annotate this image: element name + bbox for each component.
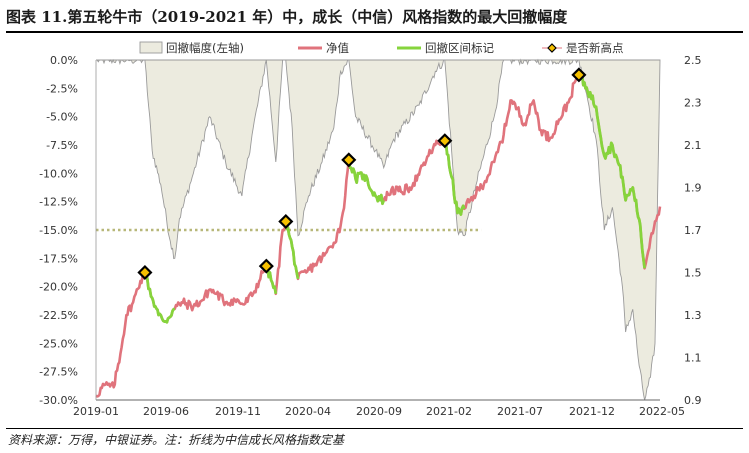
y-left-tick-label: -25.0% bbox=[39, 337, 78, 350]
new-high-marker bbox=[278, 213, 294, 230]
x-tick-label: 2020-09 bbox=[356, 405, 402, 418]
legend-label: 回撤区间标记 bbox=[425, 41, 494, 55]
y-left-tick-label: 0.0% bbox=[50, 54, 78, 67]
legend-swatch-drawdown bbox=[139, 41, 163, 54]
x-tick-label: 2021-02 bbox=[426, 405, 472, 418]
drawdown-mark-layer bbox=[144, 74, 646, 324]
drawdown-mark-segment bbox=[577, 74, 646, 269]
y-left-tick-label: -27.5% bbox=[39, 366, 78, 379]
source-note: 资料来源：万得，中银证券。注：折线为中信成长风格指数定基 bbox=[8, 433, 345, 447]
y-left-tick-label: -22.5% bbox=[39, 309, 78, 322]
drawdown-chart: 回撤幅度(左轴) 净值 回撤区间标记 是否新高点 0.0% -2.5% -5.0% -7.5… bbox=[39, 41, 701, 418]
y-left-tick-label: -2.5% bbox=[46, 82, 78, 95]
y-left-tick-label: -12.5% bbox=[39, 196, 78, 209]
y-left-tick-label: -20.0% bbox=[39, 281, 78, 294]
drawdown-mark-segment bbox=[347, 159, 386, 206]
drawdown-mark-segment bbox=[284, 221, 300, 280]
y-right-tick-label: 0.9 bbox=[684, 394, 702, 407]
new-high-marker bbox=[137, 264, 153, 281]
legend-swatch-high bbox=[547, 43, 557, 53]
y-right-tick-label: 1.7 bbox=[684, 224, 702, 237]
y-right-tick-label: 1.9 bbox=[684, 182, 702, 195]
y-left-tick-label: -7.5% bbox=[46, 139, 78, 152]
axes: 0.0% -2.5% -5.0% -7.5% -10.0% -12.5% -15.0% -17… bbox=[39, 54, 701, 418]
y-left-tick-label: -5.0% bbox=[46, 111, 78, 124]
title-underline bbox=[6, 31, 743, 33]
x-tick-label: 2021-07 bbox=[497, 405, 543, 418]
new-high-marker bbox=[341, 152, 357, 168]
y-right-tick-label: 1.5 bbox=[684, 267, 702, 280]
drawdown-area-layer bbox=[96, 58, 661, 401]
new-high-layer bbox=[137, 67, 587, 281]
x-tick-label: 2022-05 bbox=[639, 405, 685, 418]
drawdown-mark-segment bbox=[443, 140, 466, 216]
y-left-tick-label: -17.5% bbox=[39, 252, 78, 265]
y-right-tick-label: 1.3 bbox=[684, 309, 702, 322]
y-left-tick-label: -30.0% bbox=[39, 394, 78, 407]
y-left-tick-label: -10.0% bbox=[39, 167, 78, 180]
y-left-tick-label: -15.0% bbox=[39, 224, 78, 237]
x-tick-label: 2019-11 bbox=[215, 405, 261, 418]
y-right-tick-label: 2.5 bbox=[684, 54, 702, 67]
new-high-marker bbox=[258, 258, 274, 274]
new-high-marker bbox=[571, 67, 587, 83]
y-right-tick-label: 2.1 bbox=[684, 139, 702, 152]
x-tick-label: 2021-12 bbox=[569, 405, 615, 418]
drawdown-area bbox=[96, 58, 661, 401]
legend-label: 净值 bbox=[326, 41, 349, 55]
legend: 回撤幅度(左轴) 净值 回撤区间标记 是否新高点 bbox=[139, 41, 624, 55]
x-tick-label: 2019-06 bbox=[143, 405, 189, 418]
y-right-tick-label: 1.1 bbox=[684, 352, 702, 365]
new-high-marker bbox=[437, 133, 453, 149]
footer-rule bbox=[6, 428, 743, 429]
legend-label: 是否新高点 bbox=[566, 41, 624, 55]
legend-label: 回撤幅度(左轴) bbox=[166, 41, 244, 55]
y-right-tick-label: 2.3 bbox=[684, 97, 702, 110]
chart-title: 图表 11.第五轮牛市（2019-2021 年）中，成长（中信）风格指数的最大回… bbox=[6, 8, 568, 26]
x-tick-label: 2020-04 bbox=[285, 405, 331, 418]
x-tick-label: 2019-01 bbox=[73, 405, 119, 418]
drawdown-mark-segment bbox=[144, 271, 176, 324]
